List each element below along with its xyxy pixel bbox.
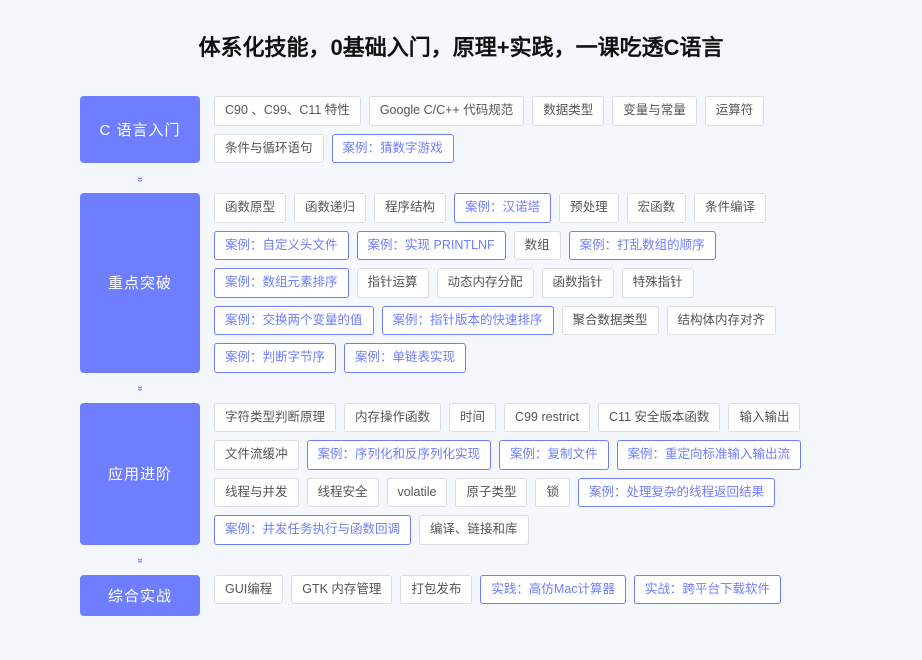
topic-tag: 预处理 (559, 193, 619, 223)
topic-tag: C90 、C99、C11 特性 (214, 96, 361, 126)
topic-tag: 打包发布 (400, 575, 472, 605)
topic-tag: 时间 (449, 403, 496, 433)
connector-row: » (80, 377, 842, 399)
topic-tag: volatile (387, 478, 448, 508)
topic-tag: 案例：汉诺塔 (454, 193, 551, 223)
topic-tag: 条件编译 (694, 193, 766, 223)
section-row: 应用进阶字符类型判断原理内存操作函数时间 C99 restrict C11 安全版本… (80, 399, 842, 549)
topic-tag: 数据类型 (532, 96, 604, 126)
category-label: 重点突破 (80, 193, 200, 373)
topic-tag: C99 restrict (504, 403, 590, 433)
topic-tag: 函数原型 (214, 193, 286, 223)
topic-tag: 案例：自定义头文件 (214, 231, 349, 261)
topic-tag: 程序结构 (374, 193, 446, 223)
topic-tag: 案例：重定向标准输入输出流 (617, 440, 802, 470)
topic-tag: 数组 (514, 231, 561, 261)
page-title: 体系化技能，0基础入门，原理+实践，一课吃透C语言 (20, 30, 902, 62)
topic-tag: 案例：单链表实现 (344, 343, 466, 373)
category-label: 综合实战 (80, 575, 200, 616)
topic-tag: 聚合数据类型 (562, 306, 659, 336)
category-label: 应用进阶 (80, 403, 200, 545)
topic-tag: 编译、链接和库 (419, 515, 529, 545)
topic-tag: 字符类型判断原理 (214, 403, 336, 433)
topic-tag: 输入输出 (728, 403, 800, 433)
topic-tag: 变量与常量 (612, 96, 697, 126)
connector-row: » (80, 549, 842, 571)
topic-tag: 原子类型 (455, 478, 527, 508)
topic-tag: 案例：实现 PRINTLNF (357, 231, 506, 261)
topic-tag: 案例：序列化和反序列化实现 (307, 440, 492, 470)
topic-tag: 案例：猜数字游戏 (332, 134, 454, 164)
topic-tag: 案例：数组元素排序 (214, 268, 349, 298)
topic-tag: 条件与循环语句 (214, 134, 324, 164)
topic-tag: GUI编程 (214, 575, 283, 605)
topic-tag: 内存操作函数 (344, 403, 441, 433)
topic-tag: 案例：指针版本的快速排序 (382, 306, 554, 336)
topic-tag: 函数递归 (294, 193, 366, 223)
topic-tag: 文件流缓冲 (214, 440, 299, 470)
topic-tag: 宏函数 (627, 193, 687, 223)
topic-tag: 函数指针 (542, 268, 614, 298)
topic-tag: C11 安全版本函数 (598, 403, 720, 433)
topic-tag: 案例：处理复杂的线程返回结果 (578, 478, 775, 508)
section-row: 综合实战 GUI编程 GTK 内存管理打包发布实践：高仿Mac计算器实战：跨平台下载… (80, 571, 842, 620)
topic-tag: 案例：并发任务执行与函数回调 (214, 515, 411, 545)
section-row: 重点突破函数原型函数递归程序结构案例：汉诺塔预处理宏函数条件编译案例：自定义头文… (80, 189, 842, 377)
curriculum-rows: C 语言入门 C90 、C99、C11 特性 Google C/C++ 代码规范数据… (20, 92, 902, 620)
topic-tag: 结构体内存对齐 (667, 306, 777, 336)
topic-tag: 动态内存分配 (437, 268, 534, 298)
tag-list: 函数原型函数递归程序结构案例：汉诺塔预处理宏函数条件编译案例：自定义头文件案例：… (214, 189, 842, 377)
topic-tag: GTK 内存管理 (291, 575, 392, 605)
connector-row: » (80, 167, 842, 189)
topic-tag: 案例：复制文件 (499, 440, 609, 470)
topic-tag: 线程安全 (307, 478, 379, 508)
topic-tag: Google C/C++ 代码规范 (369, 96, 524, 126)
topic-tag: 锁 (535, 478, 570, 508)
topic-tag: 实战：跨平台下载软件 (634, 575, 781, 605)
topic-tag: 运算符 (705, 96, 765, 126)
down-chevrons-icon: » (80, 167, 200, 189)
topic-tag: 特殊指针 (622, 268, 694, 298)
tag-list: 字符类型判断原理内存操作函数时间 C99 restrict C11 安全版本函数输入… (214, 399, 842, 549)
topic-tag: 线程与并发 (214, 478, 299, 508)
topic-tag: 案例：判断字节序 (214, 343, 336, 373)
section-row: C 语言入门 C90 、C99、C11 特性 Google C/C++ 代码规范数据… (80, 92, 842, 167)
category-label: C 语言入门 (80, 96, 200, 163)
tag-list: C90 、C99、C11 特性 Google C/C++ 代码规范数据类型变量与常… (214, 92, 842, 167)
tag-list: GUI编程 GTK 内存管理打包发布实践：高仿Mac计算器实战：跨平台下载软件 (214, 571, 842, 620)
down-chevrons-icon: » (80, 377, 200, 399)
topic-tag: 案例：打乱数组的顺序 (569, 231, 716, 261)
topic-tag: 案例：交换两个变量的值 (214, 306, 374, 336)
topic-tag: 实践：高仿Mac计算器 (480, 575, 626, 605)
topic-tag: 指针运算 (357, 268, 429, 298)
down-chevrons-icon: » (80, 549, 200, 571)
